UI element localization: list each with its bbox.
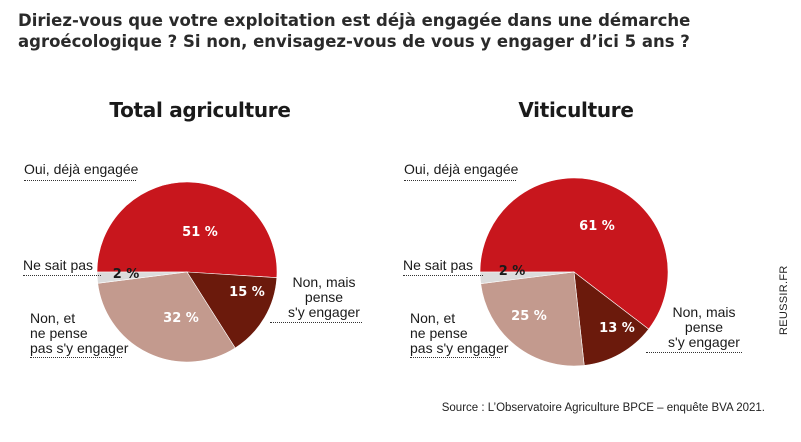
- leader-oui-left: [24, 180, 136, 181]
- pie-slice-right-2: [480, 271, 585, 367]
- leader-non-et-right: [410, 357, 500, 358]
- label-non-et-left-2: ne pense: [30, 325, 88, 341]
- pie-value-label-left-2: 32 %: [163, 311, 199, 326]
- pie-slice-left-1: [186, 271, 278, 349]
- leader-non-mais-left: [270, 322, 362, 323]
- pie-slice-left-3: [96, 271, 188, 284]
- pie-value-label-right-2: 25 %: [511, 309, 547, 324]
- label-non-et-left-3: pas s'y engager: [30, 340, 129, 356]
- question-title: Diriez-vous que votre exploitation est d…: [18, 11, 691, 51]
- leader-ne-sait-right: [403, 275, 483, 276]
- pie-slice-left-2: [97, 271, 236, 363]
- pie-slice-right-1: [573, 271, 650, 366]
- leader-non-et-left: [30, 357, 122, 358]
- label-non-et-right-1: Non, et: [410, 310, 456, 326]
- pie-title-viticulture: Viticulture: [518, 98, 634, 122]
- label-non-et-right-3: pas s'y engager: [410, 340, 509, 356]
- label-ne-sait-right: Ne sait pas: [403, 257, 474, 273]
- label-non-mais-left-2: pense: [304, 289, 344, 305]
- label-non-mais-left-3: s'y engager: [288, 304, 360, 320]
- label-non-et-right-2: ne pense: [410, 325, 468, 341]
- leader-ne-sait-left: [23, 275, 101, 276]
- label-oui-right: Oui, déjà engagée: [404, 161, 519, 177]
- leader-non-mais-right: [646, 352, 742, 353]
- pie-slice-right-0: [479, 177, 669, 330]
- pie-value-label-right-1: 13 %: [599, 321, 635, 336]
- pie-value-label-right-0: 61 %: [579, 219, 615, 234]
- label-non-mais-right-3: s'y engager: [668, 334, 740, 350]
- pie-value-label-right-3: 2 %: [499, 264, 526, 279]
- label-non-mais-right-2: pense: [684, 319, 724, 335]
- label-non-et-left-1: Non, et: [30, 310, 76, 326]
- pie-value-label-left-3: 2 %: [113, 267, 140, 282]
- label-non-mais-left-1: Non, mais: [292, 274, 356, 290]
- pie-title-total-agriculture: Total agriculture: [109, 98, 291, 122]
- source-note: Source : L’Observatoire Agriculture BPCE…: [441, 402, 765, 414]
- label-non-mais-right-1: Non, mais: [672, 304, 736, 320]
- label-ne-sait-left: Ne sait pas: [23, 257, 94, 273]
- label-oui-left: Oui, déjà engagée: [24, 161, 139, 177]
- pie-value-label-left-0: 51 %: [182, 225, 218, 240]
- pie-value-label-left-1: 15 %: [229, 285, 265, 300]
- pie-slice-left-0: [96, 181, 278, 278]
- credit-reussir: REUSSIR.FR: [778, 265, 790, 335]
- pie-slice-right-3: [479, 271, 575, 284]
- leader-oui-right: [404, 180, 516, 181]
